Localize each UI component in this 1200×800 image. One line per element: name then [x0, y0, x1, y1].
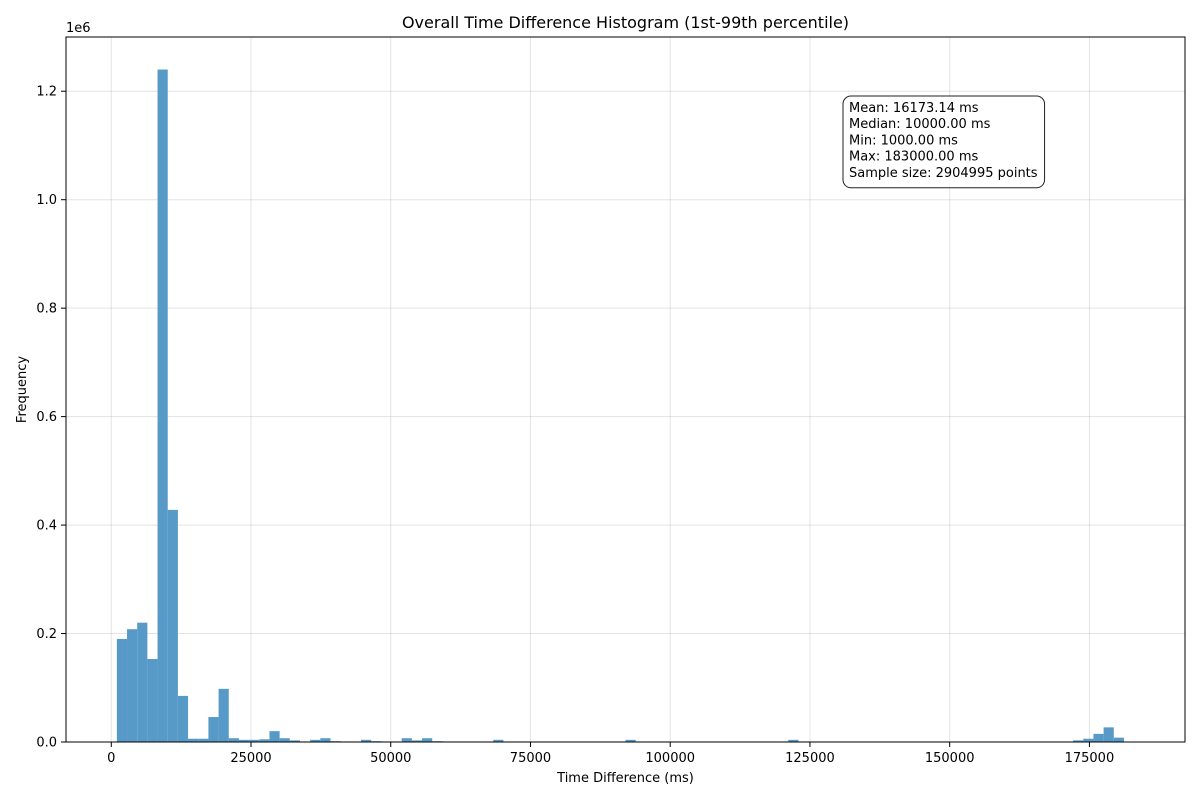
x-tick-label: 25000	[230, 751, 271, 766]
x-tick-label: 75000	[510, 751, 551, 766]
stats-line: Median: 10000.00 ms	[849, 117, 991, 132]
histogram-bar	[411, 740, 423, 742]
stats-line: Max: 183000.00 ms	[849, 150, 978, 165]
histogram-bar	[198, 738, 209, 742]
histogram-bar	[320, 738, 331, 742]
stats-line: Mean: 16173.14 ms	[849, 101, 979, 116]
histogram-bar	[493, 739, 504, 742]
x-tick-label: 100000	[645, 751, 695, 766]
histogram-bar	[1103, 727, 1114, 742]
y-tick-label: 0.0	[36, 736, 57, 751]
histogram-bar	[1093, 733, 1104, 742]
histogram-bar	[269, 731, 280, 742]
grid-layer	[66, 37, 1185, 743]
x-tick-label: 175000	[1065, 751, 1115, 766]
histogram-bar	[208, 717, 219, 742]
histogram-bar	[147, 659, 158, 742]
histogram-bar	[1083, 738, 1094, 742]
histogram-bar	[422, 738, 433, 742]
y-axis-label: Frequency	[15, 356, 30, 423]
x-axis-label: Time Difference (ms)	[556, 771, 694, 786]
histogram-bar	[177, 695, 189, 742]
stats-line: Sample size: 2904995 points	[849, 166, 1038, 181]
histogram-bar	[788, 739, 799, 742]
histogram-bar	[361, 739, 372, 742]
y-tick-label: 1.2	[36, 85, 57, 100]
stats-box-background	[842, 95, 1046, 189]
histogram-bar	[1073, 740, 1084, 742]
histogram-bar	[238, 739, 250, 742]
histogram-bar	[157, 69, 168, 743]
histogram-bar	[188, 738, 199, 742]
histogram-bar	[137, 622, 148, 742]
histogram-bar	[167, 509, 178, 742]
histogram-bar	[259, 739, 270, 742]
x-tick-label: 125000	[785, 751, 835, 766]
histogram-bar	[218, 688, 229, 742]
histogram-bar	[401, 738, 412, 742]
x-tick-label: 150000	[925, 751, 975, 766]
histogram-bar	[625, 739, 636, 742]
y-tick-label: 0.8	[36, 302, 57, 317]
y-tick-label: 0.6	[36, 410, 57, 425]
y-tick-label: 0.4	[36, 519, 57, 534]
x-tick-label: 50000	[370, 751, 411, 766]
histogram-bar	[228, 738, 239, 742]
histogram-bar	[1113, 737, 1124, 742]
chart-title: Overall Time Difference Histogram (1st-9…	[402, 13, 849, 32]
y-tick-label: 0.2	[36, 627, 57, 642]
plot-frame	[65, 36, 1186, 743]
histogram-bar	[116, 638, 128, 742]
x-tick-label: 0	[107, 751, 115, 766]
y-axis-scale-label: 1e6	[66, 21, 91, 36]
ticks-layer: 0 25000 50000 75000 100000 125000 150000 175000…	[36, 85, 1114, 766]
y-tick-label: 1.0	[36, 193, 57, 208]
histogram-bar	[289, 740, 300, 742]
histogram-bar	[310, 739, 321, 742]
histogram-bar	[279, 738, 290, 742]
histogram-bar	[249, 739, 260, 742]
histogram-bar	[127, 629, 138, 742]
stats-line: Min: 1000.00 ms	[849, 133, 958, 148]
